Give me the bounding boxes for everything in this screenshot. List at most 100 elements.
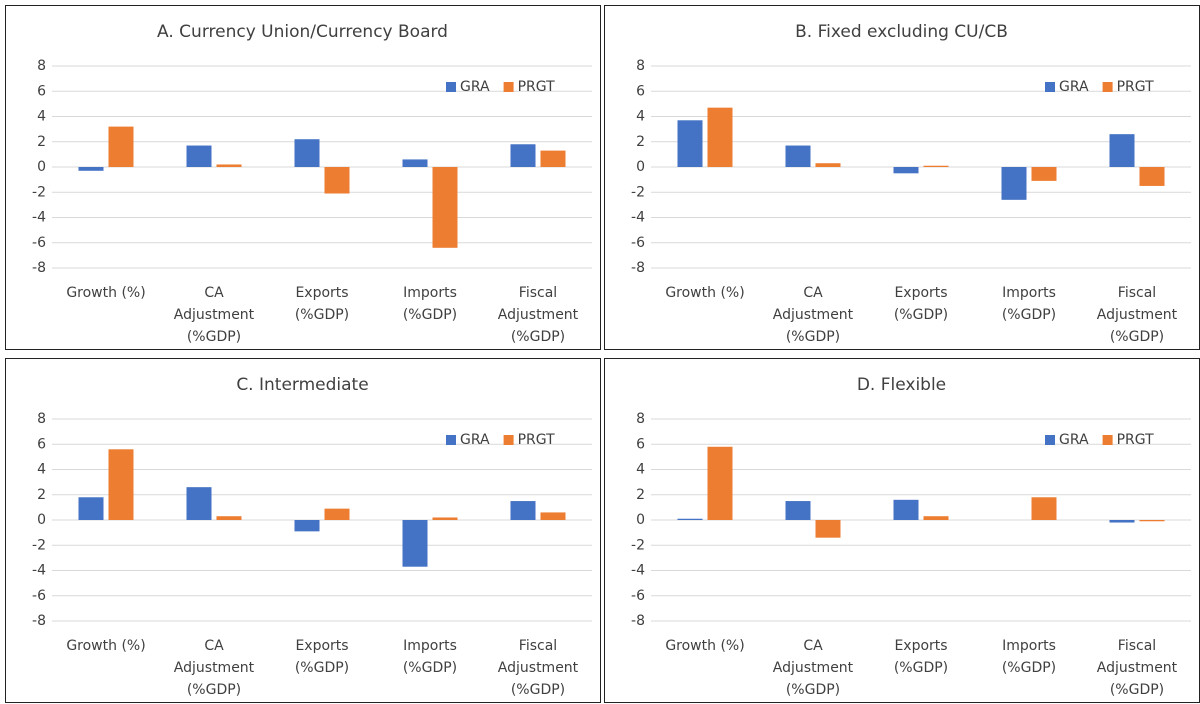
x-tick-label: Imports (%GDP) bbox=[402, 285, 458, 323]
bar bbox=[216, 516, 242, 520]
y-tick-label: 4 bbox=[636, 109, 645, 125]
y-tick-label: -2 bbox=[32, 184, 46, 200]
y-tick-label: -2 bbox=[631, 537, 645, 553]
x-tick-label: Exports (%GDP) bbox=[893, 638, 949, 676]
y-tick-label: -8 bbox=[32, 260, 46, 276]
y-tick-label: 2 bbox=[636, 487, 645, 503]
x-tick-label: Growth (%) bbox=[665, 638, 745, 654]
x-tick-label: Exports (%GDP) bbox=[893, 285, 949, 323]
bar bbox=[1031, 167, 1057, 181]
x-tick-label: Imports (%GDP) bbox=[402, 638, 458, 676]
bar bbox=[402, 520, 428, 567]
x-tick-label: CA Adjustment (%GDP) bbox=[772, 285, 854, 345]
y-tick-label: 0 bbox=[636, 512, 645, 528]
y-tick-label: 4 bbox=[636, 462, 645, 478]
y-tick-label: 0 bbox=[37, 512, 46, 528]
y-tick-label: 8 bbox=[636, 58, 645, 74]
x-tick-label: Growth (%) bbox=[665, 285, 745, 301]
legend-swatch bbox=[1102, 435, 1113, 445]
bar bbox=[294, 520, 320, 532]
chart-title: D. Flexible bbox=[857, 375, 946, 395]
y-tick-label: -8 bbox=[32, 613, 46, 629]
y-tick-label: 8 bbox=[636, 411, 645, 427]
bar bbox=[294, 139, 320, 167]
y-tick-label: -6 bbox=[631, 588, 645, 604]
bar bbox=[785, 145, 811, 167]
x-tick-label: Exports (%GDP) bbox=[294, 638, 350, 676]
y-tick-label: 6 bbox=[37, 436, 46, 452]
chart: B. Fixed excluding CU/CB -8 -6 -4 -2 0 2 4 6 8 GRA… bbox=[631, 22, 1191, 276]
y-tick-label: -4 bbox=[631, 210, 645, 226]
x-tick-label: Fiscal Adjustment (%GDP) bbox=[1096, 285, 1178, 345]
x-tick-label: CA Adjustment (%GDP) bbox=[772, 638, 854, 698]
bar bbox=[186, 145, 212, 167]
x-tick-label: Imports (%GDP) bbox=[1001, 638, 1057, 676]
bar bbox=[1109, 520, 1135, 523]
y-tick-label: -6 bbox=[631, 235, 645, 251]
bar bbox=[893, 499, 919, 520]
y-tick-label: 8 bbox=[37, 58, 46, 74]
bar bbox=[677, 518, 703, 520]
bar bbox=[324, 167, 350, 194]
y-tick-label: 6 bbox=[636, 436, 645, 452]
y-tick-label: 2 bbox=[37, 487, 46, 503]
bar bbox=[510, 144, 536, 167]
legend-label: GRA bbox=[460, 79, 490, 95]
chart-title: B. Fixed excluding CU/CB bbox=[795, 22, 1008, 42]
x-tick-label: CA Adjustment (%GDP) bbox=[173, 638, 255, 698]
legend-label: PRGT bbox=[1117, 432, 1155, 448]
x-tick-label: Fiscal Adjustment (%GDP) bbox=[497, 638, 579, 698]
y-tick-label: 6 bbox=[636, 83, 645, 99]
bar bbox=[108, 126, 134, 167]
legend-swatch bbox=[446, 435, 456, 445]
y-tick-label: 0 bbox=[636, 159, 645, 175]
bar bbox=[923, 165, 949, 167]
x-tick-label: Fiscal Adjustment (%GDP) bbox=[1096, 638, 1178, 698]
bar bbox=[216, 164, 242, 167]
chart-title: C. Intermediate bbox=[236, 375, 368, 395]
chart-panel: D. Flexible -8 -6 -4 -2 0 2 4 6 8 GRA PRGT Growth (%… bbox=[604, 358, 1200, 703]
bar bbox=[707, 446, 733, 520]
bar bbox=[1031, 497, 1057, 520]
bar bbox=[432, 517, 458, 520]
bar bbox=[815, 520, 841, 538]
x-tick-label: CA Adjustment (%GDP) bbox=[173, 285, 255, 345]
y-tick-label: 4 bbox=[37, 109, 46, 125]
x-tick-label: Fiscal Adjustment (%GDP) bbox=[497, 285, 579, 345]
bar bbox=[815, 163, 841, 167]
legend-label: PRGT bbox=[518, 432, 556, 448]
bar bbox=[1139, 167, 1165, 186]
y-tick-label: -8 bbox=[631, 260, 645, 276]
bar bbox=[510, 501, 536, 520]
bar bbox=[1109, 134, 1135, 167]
legend-label: GRA bbox=[1059, 432, 1089, 448]
legend-label: PRGT bbox=[1117, 79, 1155, 95]
y-tick-label: 0 bbox=[37, 159, 46, 175]
legend-label: GRA bbox=[460, 432, 490, 448]
y-tick-label: 6 bbox=[37, 83, 46, 99]
bar bbox=[432, 167, 458, 248]
bar bbox=[186, 487, 212, 520]
x-tick-label: Growth (%) bbox=[66, 285, 146, 301]
y-tick-label: 2 bbox=[636, 134, 645, 150]
y-tick-label: 8 bbox=[37, 411, 46, 427]
chart-panel: B. Fixed excluding CU/CB -8 -6 -4 -2 0 2 4 6 8 GRA… bbox=[604, 5, 1200, 350]
chart: D. Flexible -8 -6 -4 -2 0 2 4 6 8 GRA PRGT bbox=[631, 375, 1191, 629]
legend-label: GRA bbox=[1059, 79, 1089, 95]
bar bbox=[78, 167, 104, 171]
y-tick-label: -4 bbox=[32, 563, 46, 579]
bar bbox=[108, 449, 134, 520]
legend-swatch bbox=[1045, 435, 1055, 445]
y-tick-label: 4 bbox=[37, 462, 46, 478]
bar bbox=[893, 167, 919, 174]
chart: C. Intermediate -8 -6 -4 -2 0 2 4 6 8 GRA PRGT bbox=[32, 375, 592, 629]
legend-swatch bbox=[1045, 82, 1055, 92]
chart-title: A. Currency Union/Currency Board bbox=[157, 22, 448, 42]
y-tick-label: -4 bbox=[32, 210, 46, 226]
y-tick-label: -8 bbox=[631, 613, 645, 629]
legend-swatch bbox=[503, 435, 514, 445]
bar bbox=[540, 512, 566, 520]
bar bbox=[540, 150, 566, 167]
legend-swatch bbox=[503, 82, 514, 92]
